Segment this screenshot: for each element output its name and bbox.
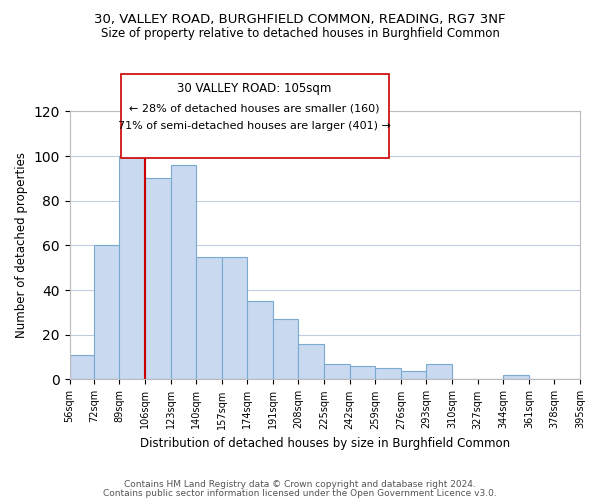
Bar — [247, 302, 273, 380]
Bar — [324, 364, 350, 380]
Bar — [94, 246, 119, 380]
Bar — [273, 319, 298, 380]
Text: Contains HM Land Registry data © Crown copyright and database right 2024.: Contains HM Land Registry data © Crown c… — [124, 480, 476, 489]
Bar — [298, 344, 324, 380]
Bar — [375, 368, 401, 380]
Text: Contains public sector information licensed under the Open Government Licence v3: Contains public sector information licen… — [103, 488, 497, 498]
Text: 71% of semi-detached houses are larger (401) →: 71% of semi-detached houses are larger (… — [118, 121, 391, 131]
Bar — [119, 156, 145, 380]
Bar — [503, 375, 529, 380]
Bar — [401, 370, 427, 380]
Bar — [170, 165, 196, 380]
Text: ← 28% of detached houses are smaller (160): ← 28% of detached houses are smaller (16… — [130, 104, 380, 114]
Bar — [427, 364, 452, 380]
Bar — [70, 355, 94, 380]
Y-axis label: Number of detached properties: Number of detached properties — [15, 152, 28, 338]
Bar — [350, 366, 375, 380]
Bar — [196, 256, 222, 380]
Text: 30, VALLEY ROAD, BURGHFIELD COMMON, READING, RG7 3NF: 30, VALLEY ROAD, BURGHFIELD COMMON, READ… — [94, 12, 506, 26]
X-axis label: Distribution of detached houses by size in Burghfield Common: Distribution of detached houses by size … — [140, 437, 510, 450]
Text: Size of property relative to detached houses in Burghfield Common: Size of property relative to detached ho… — [101, 28, 499, 40]
Bar — [222, 256, 247, 380]
Text: 30 VALLEY ROAD: 105sqm: 30 VALLEY ROAD: 105sqm — [178, 82, 332, 95]
FancyBboxPatch shape — [121, 74, 389, 158]
Bar — [145, 178, 170, 380]
